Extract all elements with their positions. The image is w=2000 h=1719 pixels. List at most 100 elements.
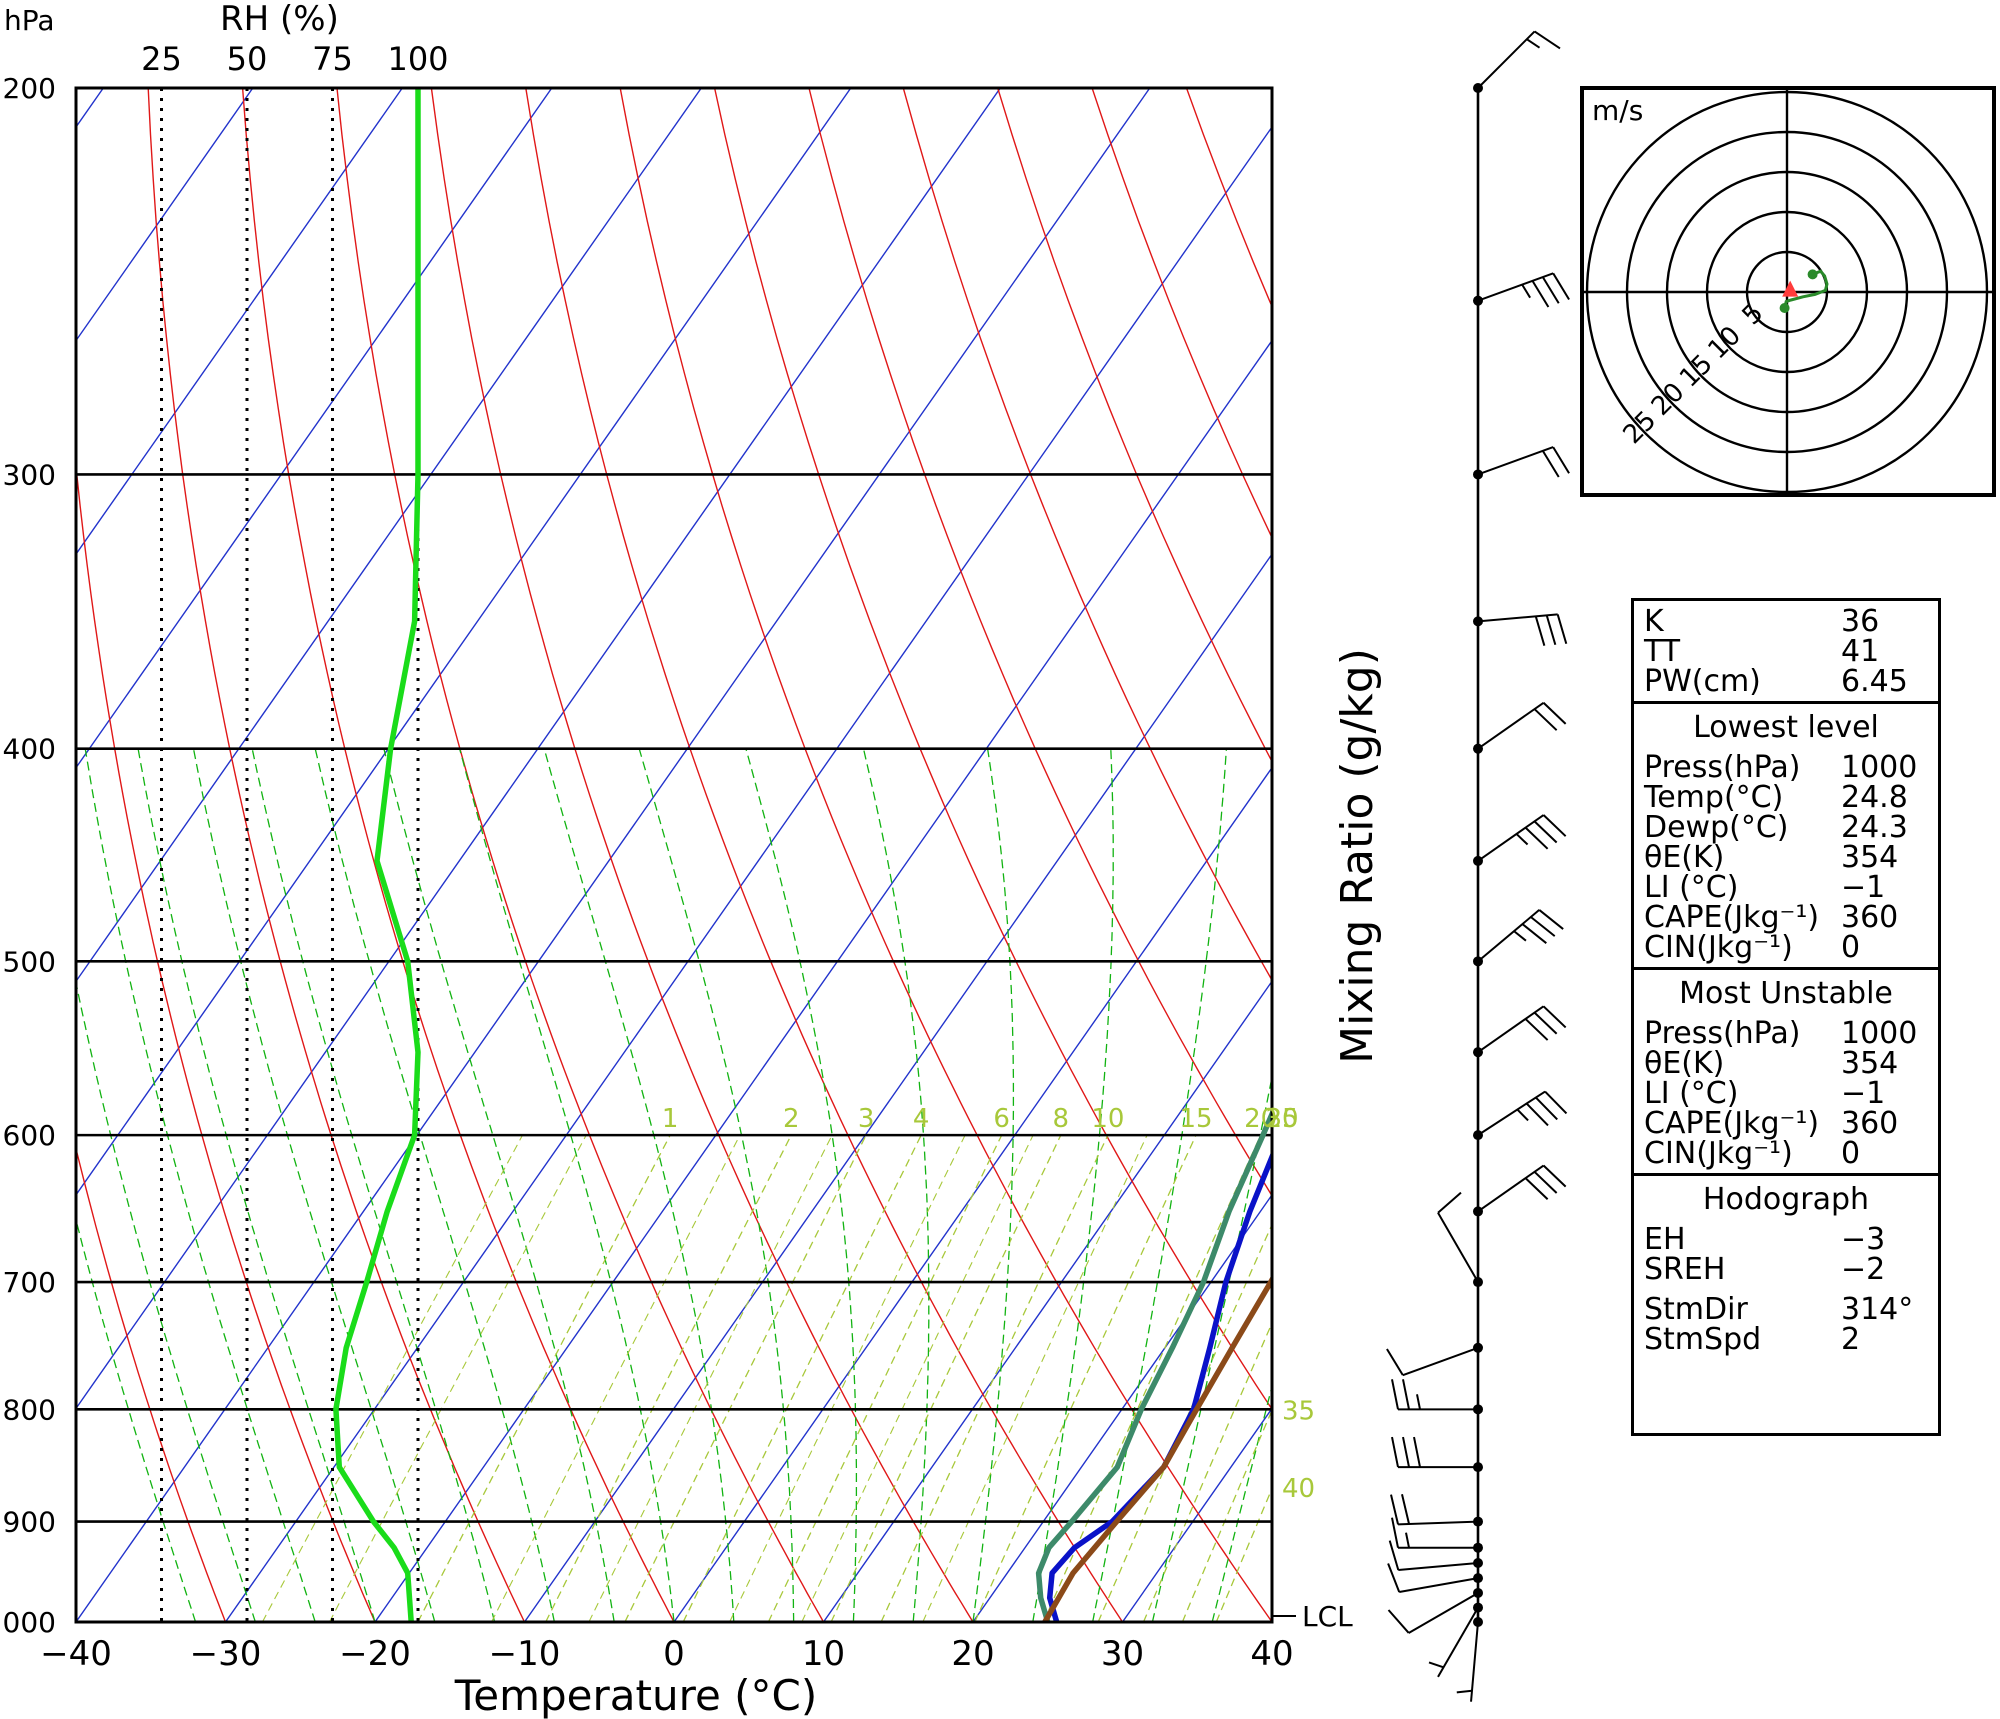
mixing-ratio-line — [1043, 1134, 1262, 1622]
wind-barb-flag — [1390, 1494, 1400, 1525]
pressure-tick-label: 200 — [3, 72, 56, 105]
wind-barb-flag — [1530, 916, 1556, 937]
wind-barb-flag — [1524, 826, 1549, 850]
wind-barb-flag — [1534, 30, 1561, 50]
mixing-ratio-axis-title: Mixing Ratio (g/kg) — [1332, 648, 1383, 1064]
wind-barb-shaft — [1477, 613, 1558, 623]
wind-barb-flag — [1386, 1348, 1404, 1376]
hodograph-stats-section: Hodograph EH −3 SREH −2 StmDir 314° StmSpd 2 — [1634, 1176, 1938, 1359]
pressure-tick-label: 900 — [3, 1506, 56, 1539]
parcel-profile-line — [1042, 1274, 1272, 1622]
hodograph-stats-title: Hodograph — [1702, 1182, 1870, 1217]
mixing-ratio-line — [974, 1134, 1197, 1622]
wind-barb-shaft — [1477, 1005, 1545, 1054]
mixing-ratio-line — [1097, 1223, 1272, 1622]
stat-row: CIN(Jkg⁻¹) 0 — [1644, 1136, 1861, 1171]
wind-barb-flag — [1391, 1517, 1399, 1548]
mixing-ratio-label: 1 — [662, 1104, 679, 1134]
isotherm-line — [76, 88, 403, 556]
mixing-ratio-line — [1215, 1486, 1272, 1622]
wind-barb-half-flag — [1428, 1661, 1444, 1669]
pressure-tick-label: 700 — [3, 1266, 56, 1299]
temperature-tick-label: 30 — [1101, 1634, 1144, 1674]
mixing-ratio-label: 2 — [783, 1104, 800, 1134]
pressure-tick-label: 800 — [3, 1393, 56, 1426]
stat-row: Press(hPa) 1000 — [1644, 750, 1918, 785]
lowest-level-title: Lowest level — [1693, 710, 1879, 745]
wind-barb-flag — [1388, 1540, 1400, 1571]
rh-tick-label: 100 — [387, 40, 448, 78]
mixing-ratio-label: 8 — [1053, 1104, 1070, 1134]
stat-row-pw: PW(cm) 6.45 — [1644, 664, 1908, 699]
temperature-tick-labels: −40 −30 −20 −10 0 10 20 30 40 — [40, 1634, 1294, 1674]
temperature-tick-label: −40 — [40, 1634, 112, 1674]
stat-row: StmSpd 2 — [1644, 1322, 1861, 1357]
stat-row: Temp(°C) 24.8 — [1644, 780, 1908, 815]
isotherm-line — [972, 1193, 1272, 1622]
temperature-tick-label: −10 — [489, 1634, 561, 1674]
wind-barb-half-flag — [1516, 1108, 1529, 1122]
rh-tick-label: 50 — [227, 40, 268, 78]
pressure-tick-label: 400 — [3, 733, 56, 766]
hodograph-trace-line — [1783, 269, 1829, 309]
wind-barb-flag — [1541, 450, 1560, 478]
wind-barb-shaft — [1399, 1577, 1479, 1593]
wind-barb-flag — [1535, 1096, 1558, 1121]
wind-barb-half-flag — [1526, 38, 1541, 49]
mixing-ratio-label: 4 — [913, 1104, 930, 1134]
wind-barb-flag — [1387, 1609, 1410, 1634]
plot-area — [76, 88, 1272, 1622]
wind-barb-shaft — [1477, 1164, 1545, 1213]
general-indices: K 36 TT 41 PW(cm) 6.45 — [1634, 601, 1938, 704]
isotherm-line — [673, 766, 1272, 1622]
hodograph-start-point — [1779, 303, 1790, 313]
wind-barb-flag — [1552, 272, 1570, 300]
temperature-tick-label: 0 — [663, 1634, 685, 1674]
temperature-profile-line — [1046, 1149, 1272, 1622]
pressure-axis-label: hPa — [4, 4, 55, 37]
stat-row: LI (°C) −1 — [1644, 1076, 1886, 1111]
wind-barb-flag — [1552, 446, 1570, 474]
wind-barb-flag — [1533, 708, 1558, 731]
wind-barb-flag — [1524, 1018, 1549, 1041]
isobar-lines — [76, 473, 1272, 1523]
dry-adiabat-line — [76, 1619, 77, 1622]
wind-barb-shaft — [1398, 1520, 1479, 1526]
storm-motion-marker — [1782, 280, 1799, 297]
wind-barb-flag — [1413, 1436, 1421, 1468]
mixing-ratio-label: 10 — [1091, 1104, 1124, 1134]
wind-barb-flag — [1524, 1177, 1549, 1200]
stat-row: StmDir 314° — [1644, 1292, 1914, 1327]
wind-barb-shaft — [1477, 814, 1545, 862]
lcl-label: LCL — [1302, 1600, 1353, 1633]
wind-barb-column — [1386, 30, 1570, 1702]
most-unstable-section: Most Unstable Press(hPa) 1000 θE(K) 354 LI… — [1634, 970, 1938, 1176]
isotherm-line — [76, 88, 1001, 1410]
wind-barb-flag — [1542, 1164, 1567, 1188]
sounding-profiles — [333, 88, 1272, 1622]
mixing-ratio-label: 6 — [993, 1104, 1010, 1134]
mixing-ratio-label: 15 — [1179, 1104, 1212, 1134]
wind-barb-half-flag — [1513, 930, 1527, 942]
wind-barb-flag — [1531, 280, 1550, 308]
wind-barb-half-flag — [1405, 1532, 1410, 1548]
stat-row: LI (°C) −1 — [1644, 870, 1886, 905]
mixing-ratio-label: 20 — [1244, 1104, 1277, 1134]
hodograph-trace — [1779, 269, 1829, 313]
wind-barb-flag — [1437, 1191, 1462, 1214]
lowest-level-section: Lowest level Press(hPa) 1000 Temp(°C) 24.8… — [1634, 704, 1938, 970]
wind-barb-shaft — [1477, 1090, 1546, 1136]
wind-barb-flag — [1402, 1436, 1410, 1468]
wind-barb-shaft — [1398, 1562, 1479, 1571]
stat-row-tt: TT 41 — [1644, 634, 1880, 669]
isotherm-line — [76, 88, 553, 769]
isotherm-line — [374, 339, 1272, 1622]
wind-barb-half-flag — [1521, 284, 1531, 299]
wind-barb-flag — [1521, 923, 1547, 944]
stat-row: SREH −2 — [1644, 1252, 1886, 1287]
mixing-ratio-label: 40 — [1282, 1474, 1315, 1504]
isotherm-line — [822, 980, 1272, 1622]
rh-tick-label: 25 — [141, 40, 182, 78]
